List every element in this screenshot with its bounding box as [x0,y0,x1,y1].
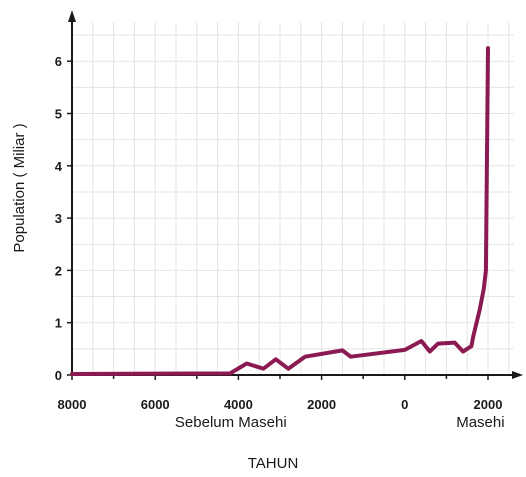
x-tick-label: 2000 [307,397,336,412]
y-axis-arrow [68,10,76,22]
y-tick-label: 5 [55,107,62,122]
y-tick-label: 3 [55,211,62,226]
grid-lines [72,22,514,375]
y-axis-title: Population ( Miliar ) [11,123,28,252]
x-tick-label: 6000 [141,397,170,412]
series-group [70,46,490,376]
x-tick-label: 2000 [474,397,503,412]
y-tick-label: 1 [55,316,62,331]
era-label: Masehi [456,414,504,431]
axis-ticks: 0 1 2 3 4 5 6 8000 6000 4000 2000 0 2000 [55,54,503,412]
y-tick-label: 6 [55,54,62,69]
era-label: Sebelum Masehi [175,414,287,431]
x-axis-title: TAHUN [248,455,299,472]
axes [68,10,523,379]
y-tick-label: 0 [55,368,62,383]
y-tick-label: 4 [55,159,63,174]
era-labels: Sebelum Masehi Masehi [175,414,505,431]
x-tick-label: 0 [401,397,408,412]
y-tick-label: 2 [55,263,62,278]
x-tick-label: 4000 [224,397,253,412]
x-axis-arrow [512,371,523,379]
x-tick-label: 8000 [58,397,87,412]
series-line [70,46,490,376]
